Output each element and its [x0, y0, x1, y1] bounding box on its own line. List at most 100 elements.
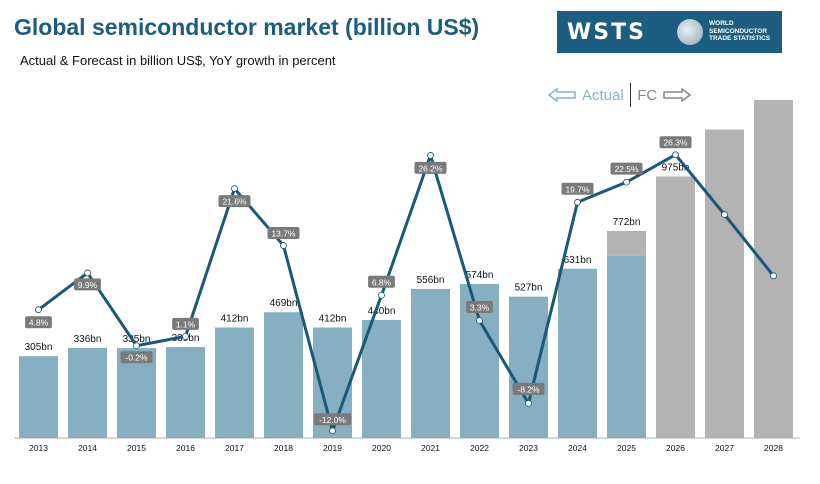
growth-point: [280, 242, 287, 249]
bar-value-label: 772bn: [613, 217, 641, 228]
arrow-right-icon: [663, 88, 692, 102]
growth-label-box: [74, 278, 101, 291]
bar-value-label: 574bn: [466, 270, 494, 281]
growth-label-box: [561, 182, 594, 195]
growth-point: [476, 317, 483, 324]
growth-label-box: [267, 227, 300, 240]
growth-point: [525, 399, 532, 407]
bar-value-label: 336bn: [74, 334, 102, 345]
growth-point: [231, 185, 238, 192]
growth-point: [84, 269, 91, 277]
growth-label: 4.8%: [29, 318, 49, 328]
bar-value-label: 975bn: [662, 162, 690, 173]
x-tick-label: 2025: [617, 443, 636, 453]
bar-actual: [607, 255, 646, 438]
growth-label-box: [25, 316, 52, 329]
growth-label-box: [172, 317, 199, 330]
growth-label: 9.9%: [78, 280, 98, 290]
growth-label: -8.2%: [517, 384, 540, 394]
bar-value-label: 305bn: [25, 342, 53, 353]
growth-label-box: [512, 382, 545, 395]
growth-point: [182, 332, 189, 340]
x-tick-label: 2015: [127, 443, 146, 453]
bar-actual: [362, 319, 401, 438]
x-tick-label: 2026: [666, 443, 685, 453]
x-tick-label: 2018: [274, 443, 293, 453]
actual-forecast-marker: Actual FC: [548, 83, 692, 107]
bar-actual: [68, 347, 107, 438]
bar-forecast: [607, 230, 646, 256]
growth-point: [329, 427, 336, 435]
x-tick-label: 2014: [78, 443, 97, 453]
growth-label: 19.7%: [565, 184, 590, 194]
bar-value-label: 412bn: [221, 313, 249, 324]
growth-label-box: [414, 161, 447, 174]
bar-value-label: 412bn: [319, 313, 347, 324]
x-tick-label: 2017: [225, 443, 244, 453]
growth-point: [721, 211, 728, 218]
growth-line: [37, 153, 775, 433]
x-tick-label: 2027: [715, 443, 734, 453]
growth-point: [623, 178, 630, 186]
x-tick-label: 2016: [176, 443, 195, 453]
growth-point: [574, 198, 581, 206]
bar-actual: [411, 288, 450, 438]
bar-forecast: [705, 129, 744, 438]
growth-label: 21.6%: [222, 197, 247, 207]
logo-line: WORLD: [709, 20, 734, 27]
growth-label: 26.2%: [418, 163, 443, 173]
bar-actual: [509, 296, 548, 438]
growth-label-box: [610, 162, 643, 175]
logo-line: SEMICONDUCTOR: [709, 27, 768, 35]
growth-label-box: [313, 413, 352, 426]
bar-value-label: 469bn: [270, 298, 298, 309]
divider: [629, 83, 632, 107]
growth-label-box: [466, 301, 493, 314]
forecast-label: FC: [637, 86, 658, 104]
growth-label: 6.8%: [372, 277, 392, 287]
growth-point: [672, 151, 679, 159]
x-tick-label: 2020: [372, 443, 391, 453]
growth-point: [427, 152, 434, 159]
x-tick-label: 2023: [519, 443, 538, 453]
logo-wordmark: WSTS: [567, 20, 646, 45]
bar-value-label: 556bn: [417, 275, 445, 286]
actual-label: Actual: [582, 86, 624, 104]
arrow-left-icon: [548, 88, 576, 102]
chart-subtitle: Actual & Forecast in billion US$, YoY gr…: [20, 53, 336, 68]
bar-actual: [166, 347, 205, 438]
x-tick-label: 2022: [470, 443, 489, 453]
bar-forecast: [754, 100, 793, 438]
logo-text: WORLD SEMICONDUCTOR TRADE STATISTICS: [709, 20, 770, 43]
x-tick-label: 2013: [29, 443, 48, 453]
growth-label-box: [368, 275, 395, 288]
bar-actual: [215, 327, 254, 438]
growth-label: 22.5%: [614, 164, 639, 174]
growth-label: 26.3%: [663, 138, 688, 148]
growth-point: [35, 306, 42, 314]
globe-icon: [677, 19, 703, 45]
bar-actual: [264, 312, 303, 438]
growth-label: 13.7%: [271, 229, 296, 239]
x-tick-label: 2019: [323, 443, 342, 453]
x-tick-label: 2021: [421, 443, 440, 453]
growth-label: 3.3%: [470, 303, 490, 313]
bar-value-label: 335bn: [123, 334, 151, 345]
growth-label-box: [120, 351, 153, 364]
bar-value-label: 440bn: [368, 306, 396, 317]
wsts-logo: WSTS WORLD SEMICONDUCTOR TRADE STATISTIC…: [557, 11, 782, 53]
bar-value-label: 631bn: [564, 255, 592, 266]
bar-actual: [558, 268, 597, 438]
growth-point: [770, 272, 777, 280]
growth-point: [378, 291, 385, 299]
growth-label-box: [659, 136, 692, 149]
chart-title: Global semiconductor market (billion US$…: [14, 14, 480, 40]
growth-label-box: [218, 195, 251, 208]
logo-line: TRADE STATISTICS: [709, 35, 771, 42]
x-tick-label: 2028: [764, 443, 783, 453]
growth-label: -0.2%: [125, 353, 148, 363]
bar-actual: [19, 356, 58, 438]
x-tick-label: 2024: [568, 443, 587, 453]
growth-point: [133, 342, 140, 350]
